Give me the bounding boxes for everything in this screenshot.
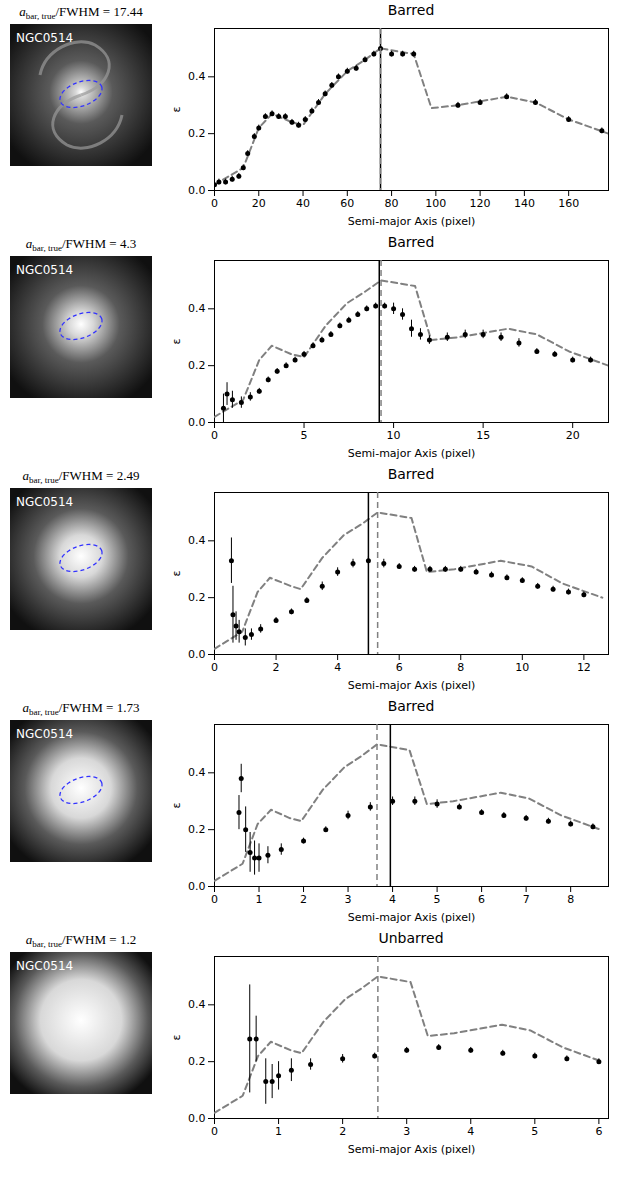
svg-text:Semi-major Axis (pixel): Semi-major Axis (pixel): [348, 447, 476, 460]
svg-text:0.0: 0.0: [188, 648, 206, 661]
svg-text:0: 0: [211, 893, 218, 906]
svg-text:0.4: 0.4: [188, 70, 206, 83]
svg-text:2: 2: [300, 893, 307, 906]
svg-text:0.0: 0.0: [188, 880, 206, 893]
svg-text:Semi-major Axis (pixel): Semi-major Axis (pixel): [348, 679, 476, 692]
svg-text:7: 7: [523, 893, 530, 906]
svg-text:ε: ε: [170, 802, 183, 808]
svg-text:0: 0: [211, 1125, 218, 1138]
svg-text:5: 5: [434, 893, 441, 906]
svg-text:15: 15: [476, 429, 490, 442]
svg-text:10: 10: [515, 661, 529, 674]
svg-text:8: 8: [457, 661, 464, 674]
svg-text:0.2: 0.2: [188, 823, 206, 836]
svg-text:abar, true/FWHM = 1.73: abar, true/FWHM = 1.73: [23, 700, 140, 717]
html-text:Barred: Barred: [387, 698, 435, 714]
html-text:Barred: Barred: [387, 466, 435, 482]
svg-text:100: 100: [425, 197, 446, 210]
svg-text:5: 5: [531, 1125, 538, 1138]
svg-text:12: 12: [577, 661, 591, 674]
svg-text:3: 3: [403, 1125, 410, 1138]
svg-text:10: 10: [387, 429, 401, 442]
svg-text:20: 20: [252, 197, 266, 210]
svg-text:0.4: 0.4: [188, 534, 206, 547]
svg-text:0: 0: [211, 661, 218, 674]
svg-text:ε: ε: [170, 1034, 183, 1040]
svg-text:20: 20: [566, 429, 580, 442]
html-text:Unbarred: Unbarred: [378, 930, 444, 946]
svg-text:0.4: 0.4: [188, 766, 206, 779]
svg-text:6: 6: [478, 893, 485, 906]
svg-text:abar, true/FWHM = 17.44: abar, true/FWHM = 17.44: [19, 4, 143, 21]
svg-text:4: 4: [467, 1125, 474, 1138]
svg-text:1: 1: [256, 893, 263, 906]
svg-text:4: 4: [389, 893, 396, 906]
svg-text:abar, true/FWHM = 2.49: abar, true/FWHM = 2.49: [23, 468, 140, 485]
svg-text:3: 3: [345, 893, 352, 906]
svg-text:0.0: 0.0: [188, 184, 206, 197]
svg-text:0.2: 0.2: [188, 359, 206, 372]
svg-text:8: 8: [567, 893, 574, 906]
svg-text:Semi-major Axis (pixel): Semi-major Axis (pixel): [348, 1143, 476, 1156]
svg-text:0.2: 0.2: [188, 1055, 206, 1068]
html-text:Barred: Barred: [387, 234, 435, 250]
svg-text:0.4: 0.4: [188, 998, 206, 1011]
svg-text:NGC0514: NGC0514: [16, 959, 73, 973]
html-text:Barred: Barred: [387, 2, 435, 18]
svg-text:0.2: 0.2: [188, 591, 206, 604]
svg-text:140: 140: [514, 197, 535, 210]
svg-text:0.0: 0.0: [188, 416, 206, 429]
svg-text:160: 160: [558, 197, 579, 210]
svg-text:0.2: 0.2: [188, 127, 206, 140]
svg-text:2: 2: [273, 661, 280, 674]
svg-text:2: 2: [339, 1125, 346, 1138]
svg-text:120: 120: [470, 197, 491, 210]
svg-text:0.4: 0.4: [188, 302, 206, 315]
svg-text:0: 0: [211, 197, 218, 210]
svg-text:Semi-major Axis (pixel): Semi-major Axis (pixel): [348, 911, 476, 924]
svg-text:60: 60: [340, 197, 354, 210]
svg-text:1: 1: [275, 1125, 282, 1138]
svg-text:Semi-major Axis (pixel): Semi-major Axis (pixel): [348, 215, 476, 228]
svg-text:ε: ε: [170, 106, 183, 112]
svg-text:0: 0: [211, 429, 218, 442]
svg-text:6: 6: [396, 661, 403, 674]
svg-text:ε: ε: [170, 338, 183, 344]
svg-text:4: 4: [334, 661, 341, 674]
svg-text:ε: ε: [170, 570, 183, 576]
svg-text:6: 6: [595, 1125, 602, 1138]
svg-text:80: 80: [385, 197, 399, 210]
svg-text:NGC0514: NGC0514: [16, 31, 73, 45]
svg-text:NGC0514: NGC0514: [16, 727, 73, 741]
svg-text:40: 40: [296, 197, 310, 210]
svg-text:abar, true/FWHM = 1.2: abar, true/FWHM = 1.2: [26, 932, 136, 949]
svg-text:abar, true/FWHM = 4.3: abar, true/FWHM = 4.3: [26, 236, 136, 253]
svg-text:5: 5: [301, 429, 308, 442]
svg-text:0.0: 0.0: [188, 1112, 206, 1125]
svg-text:NGC0514: NGC0514: [16, 263, 73, 277]
svg-text:NGC0514: NGC0514: [16, 495, 73, 509]
